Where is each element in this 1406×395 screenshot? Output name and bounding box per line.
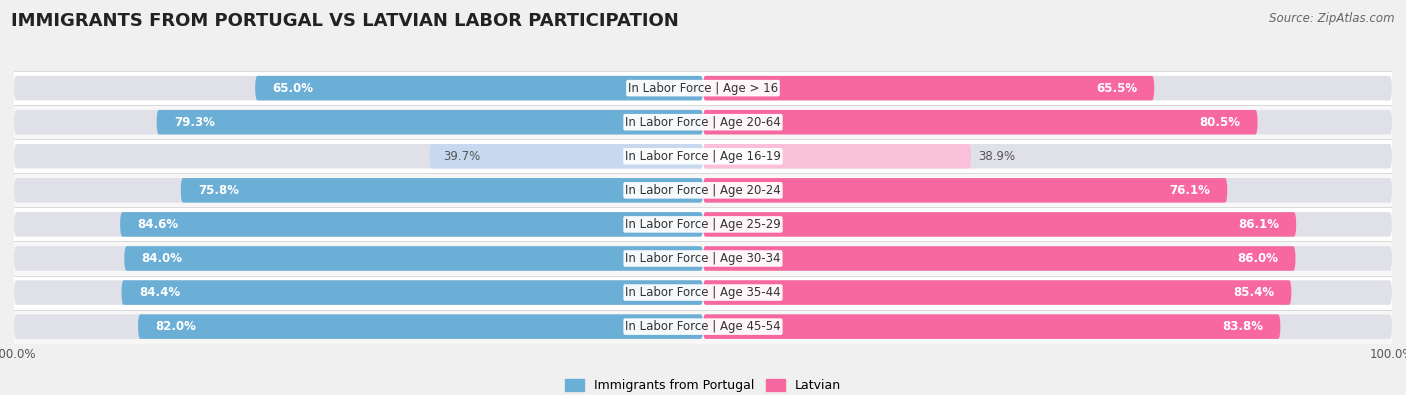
Bar [14, 207, 1392, 241]
FancyBboxPatch shape [703, 212, 1392, 237]
FancyBboxPatch shape [121, 280, 703, 305]
FancyBboxPatch shape [14, 280, 703, 305]
FancyBboxPatch shape [254, 76, 703, 100]
Bar [14, 173, 1392, 207]
Text: In Labor Force | Age 30-34: In Labor Force | Age 30-34 [626, 252, 780, 265]
Text: 82.0%: 82.0% [155, 320, 197, 333]
Text: 39.7%: 39.7% [443, 150, 481, 163]
Bar [14, 105, 1392, 139]
Text: In Labor Force | Age > 16: In Labor Force | Age > 16 [628, 82, 778, 95]
Bar [14, 310, 1392, 344]
Text: 80.5%: 80.5% [1199, 116, 1240, 129]
Text: 38.9%: 38.9% [979, 150, 1015, 163]
Text: 84.4%: 84.4% [139, 286, 180, 299]
FancyBboxPatch shape [703, 76, 1392, 100]
FancyBboxPatch shape [429, 144, 703, 169]
FancyBboxPatch shape [703, 110, 1392, 134]
Text: In Labor Force | Age 35-44: In Labor Force | Age 35-44 [626, 286, 780, 299]
FancyBboxPatch shape [14, 144, 703, 169]
FancyBboxPatch shape [14, 212, 703, 237]
Text: 76.1%: 76.1% [1170, 184, 1211, 197]
FancyBboxPatch shape [14, 178, 703, 203]
FancyBboxPatch shape [120, 212, 703, 237]
FancyBboxPatch shape [14, 76, 703, 100]
Text: In Labor Force | Age 45-54: In Labor Force | Age 45-54 [626, 320, 780, 333]
Bar [14, 71, 1392, 105]
FancyBboxPatch shape [703, 144, 972, 169]
Text: 84.6%: 84.6% [138, 218, 179, 231]
FancyBboxPatch shape [181, 178, 703, 203]
Text: 79.3%: 79.3% [174, 116, 215, 129]
FancyBboxPatch shape [14, 314, 703, 339]
FancyBboxPatch shape [124, 246, 703, 271]
FancyBboxPatch shape [14, 110, 703, 134]
Text: 86.0%: 86.0% [1237, 252, 1278, 265]
Text: 75.8%: 75.8% [198, 184, 239, 197]
FancyBboxPatch shape [703, 314, 1281, 339]
FancyBboxPatch shape [703, 76, 1154, 100]
FancyBboxPatch shape [703, 246, 1392, 271]
FancyBboxPatch shape [703, 178, 1392, 203]
FancyBboxPatch shape [703, 144, 1392, 169]
FancyBboxPatch shape [703, 246, 1295, 271]
Text: 65.5%: 65.5% [1095, 82, 1137, 95]
Text: In Labor Force | Age 20-64: In Labor Force | Age 20-64 [626, 116, 780, 129]
Text: 84.0%: 84.0% [142, 252, 183, 265]
FancyBboxPatch shape [14, 246, 703, 271]
FancyBboxPatch shape [703, 280, 1392, 305]
Text: Source: ZipAtlas.com: Source: ZipAtlas.com [1270, 12, 1395, 25]
FancyBboxPatch shape [703, 280, 1291, 305]
Bar [14, 241, 1392, 276]
Text: IMMIGRANTS FROM PORTUGAL VS LATVIAN LABOR PARTICIPATION: IMMIGRANTS FROM PORTUGAL VS LATVIAN LABO… [11, 12, 679, 30]
Text: In Labor Force | Age 25-29: In Labor Force | Age 25-29 [626, 218, 780, 231]
Legend: Immigrants from Portugal, Latvian: Immigrants from Portugal, Latvian [560, 374, 846, 395]
Bar [14, 276, 1392, 310]
FancyBboxPatch shape [703, 314, 1392, 339]
Text: 86.1%: 86.1% [1237, 218, 1279, 231]
FancyBboxPatch shape [138, 314, 703, 339]
FancyBboxPatch shape [703, 178, 1227, 203]
Bar [14, 139, 1392, 173]
Text: 65.0%: 65.0% [273, 82, 314, 95]
FancyBboxPatch shape [703, 212, 1296, 237]
Text: 83.8%: 83.8% [1222, 320, 1263, 333]
Text: 85.4%: 85.4% [1233, 286, 1274, 299]
Text: In Labor Force | Age 16-19: In Labor Force | Age 16-19 [626, 150, 780, 163]
Text: In Labor Force | Age 20-24: In Labor Force | Age 20-24 [626, 184, 780, 197]
FancyBboxPatch shape [703, 110, 1257, 134]
FancyBboxPatch shape [156, 110, 703, 134]
